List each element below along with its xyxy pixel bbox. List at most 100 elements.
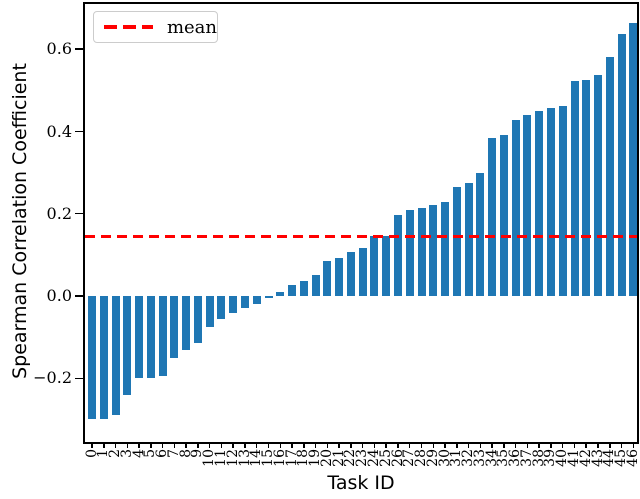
x-tick: [279, 442, 282, 448]
bar-task-18: [299, 281, 308, 296]
x-tick: [620, 442, 623, 448]
bar-task-38: [535, 111, 544, 296]
bar-task-28: [417, 208, 426, 296]
bar-task-35: [499, 135, 508, 296]
x-tick: [208, 442, 211, 448]
x-tick: [91, 442, 93, 448]
x-tick: [220, 442, 223, 448]
x-tick: [538, 442, 540, 448]
y-tick-label: −0.2: [33, 368, 72, 388]
x-tick: [103, 442, 105, 448]
x-tick: [432, 442, 435, 448]
bar-task-17: [288, 285, 296, 296]
x-tick: [561, 442, 564, 448]
bar-task-13: [241, 296, 249, 309]
bar-task-40: [558, 106, 567, 296]
x-tick: [126, 442, 129, 448]
bar-task-37: [523, 115, 532, 296]
x-tick: [361, 442, 364, 448]
x-tick: [326, 442, 329, 448]
bar-task-33: [476, 173, 485, 296]
x-tick: [185, 442, 187, 448]
bar-task-9: [193, 296, 202, 344]
x-tick: [161, 442, 164, 448]
bar-task-41: [570, 81, 579, 296]
bar-task-4: [135, 296, 144, 379]
x-tick: [444, 442, 446, 448]
y-tick: [75, 48, 83, 50]
mean-line: [85, 235, 637, 238]
x-tick: [255, 442, 258, 448]
x-tick: [585, 442, 587, 448]
x-tick: [173, 442, 176, 448]
x-tick: [503, 442, 505, 448]
bar-task-27: [405, 210, 414, 296]
x-tick: [597, 442, 599, 448]
bar-task-36: [511, 120, 520, 296]
x-tick: [420, 442, 423, 448]
x-tick: [232, 442, 234, 448]
y-tick-label: 0.4: [46, 121, 72, 141]
x-tick: [609, 442, 611, 448]
x-axis-title: Task ID: [327, 472, 395, 494]
bar-task-25: [382, 236, 391, 296]
bar-task-44: [605, 56, 614, 296]
bar-task-0: [88, 296, 96, 420]
y-tick: [75, 377, 83, 380]
x-tick: [303, 442, 305, 448]
x-tick: [632, 442, 635, 448]
x-tick: [150, 442, 152, 448]
bar-task-10: [205, 296, 214, 327]
bar-task-6: [158, 296, 167, 377]
bar-task-24: [370, 236, 379, 296]
bar-task-8: [182, 296, 191, 350]
bar-task-39: [546, 107, 555, 296]
bar-task-43: [594, 74, 602, 296]
legend-label-mean: mean: [166, 16, 217, 38]
y-tick-label: 0.6: [46, 39, 72, 59]
x-tick: [197, 442, 199, 448]
bar-task-30: [441, 202, 449, 296]
x-tick: [373, 442, 376, 448]
bar-task-45: [617, 34, 626, 296]
x-tick: [526, 442, 529, 448]
legend: mean: [93, 11, 218, 43]
bar-task-32: [464, 182, 473, 296]
x-tick: [550, 442, 552, 448]
x-tick-label: 46: [624, 449, 640, 467]
x-tick: [138, 442, 140, 448]
x-tick: [514, 442, 517, 448]
bar-task-31: [452, 187, 461, 296]
bar-task-2: [111, 296, 120, 416]
mean-line-legend-sample: [104, 25, 153, 29]
bar-task-29: [429, 204, 438, 296]
x-tick: [456, 442, 458, 448]
bar-task-3: [123, 296, 132, 395]
bar-task-16: [276, 291, 285, 296]
bar-task-1: [99, 296, 108, 420]
bar-task-23: [358, 247, 367, 296]
x-tick: [467, 442, 470, 448]
bar-task-14: [252, 296, 261, 305]
x-tick: [267, 442, 270, 448]
x-tick: [385, 442, 387, 448]
plot-area: [83, 2, 639, 444]
bar-task-12: [229, 296, 238, 313]
bar-task-5: [146, 296, 155, 379]
bar-task-7: [170, 296, 179, 358]
bar-task-20: [323, 261, 332, 296]
x-tick: [397, 442, 399, 448]
y-tick-label: 0.0: [46, 286, 72, 305]
x-tick: [491, 442, 493, 448]
x-tick: [291, 442, 293, 448]
y-tick: [75, 130, 83, 133]
bar-task-42: [582, 79, 591, 296]
x-tick: [338, 442, 340, 448]
x-tick: [479, 442, 482, 448]
bar-task-11: [217, 296, 226, 319]
y-tick: [75, 212, 83, 215]
x-tick: [244, 442, 246, 448]
x-tick: [573, 442, 576, 448]
x-tick: [114, 442, 117, 448]
